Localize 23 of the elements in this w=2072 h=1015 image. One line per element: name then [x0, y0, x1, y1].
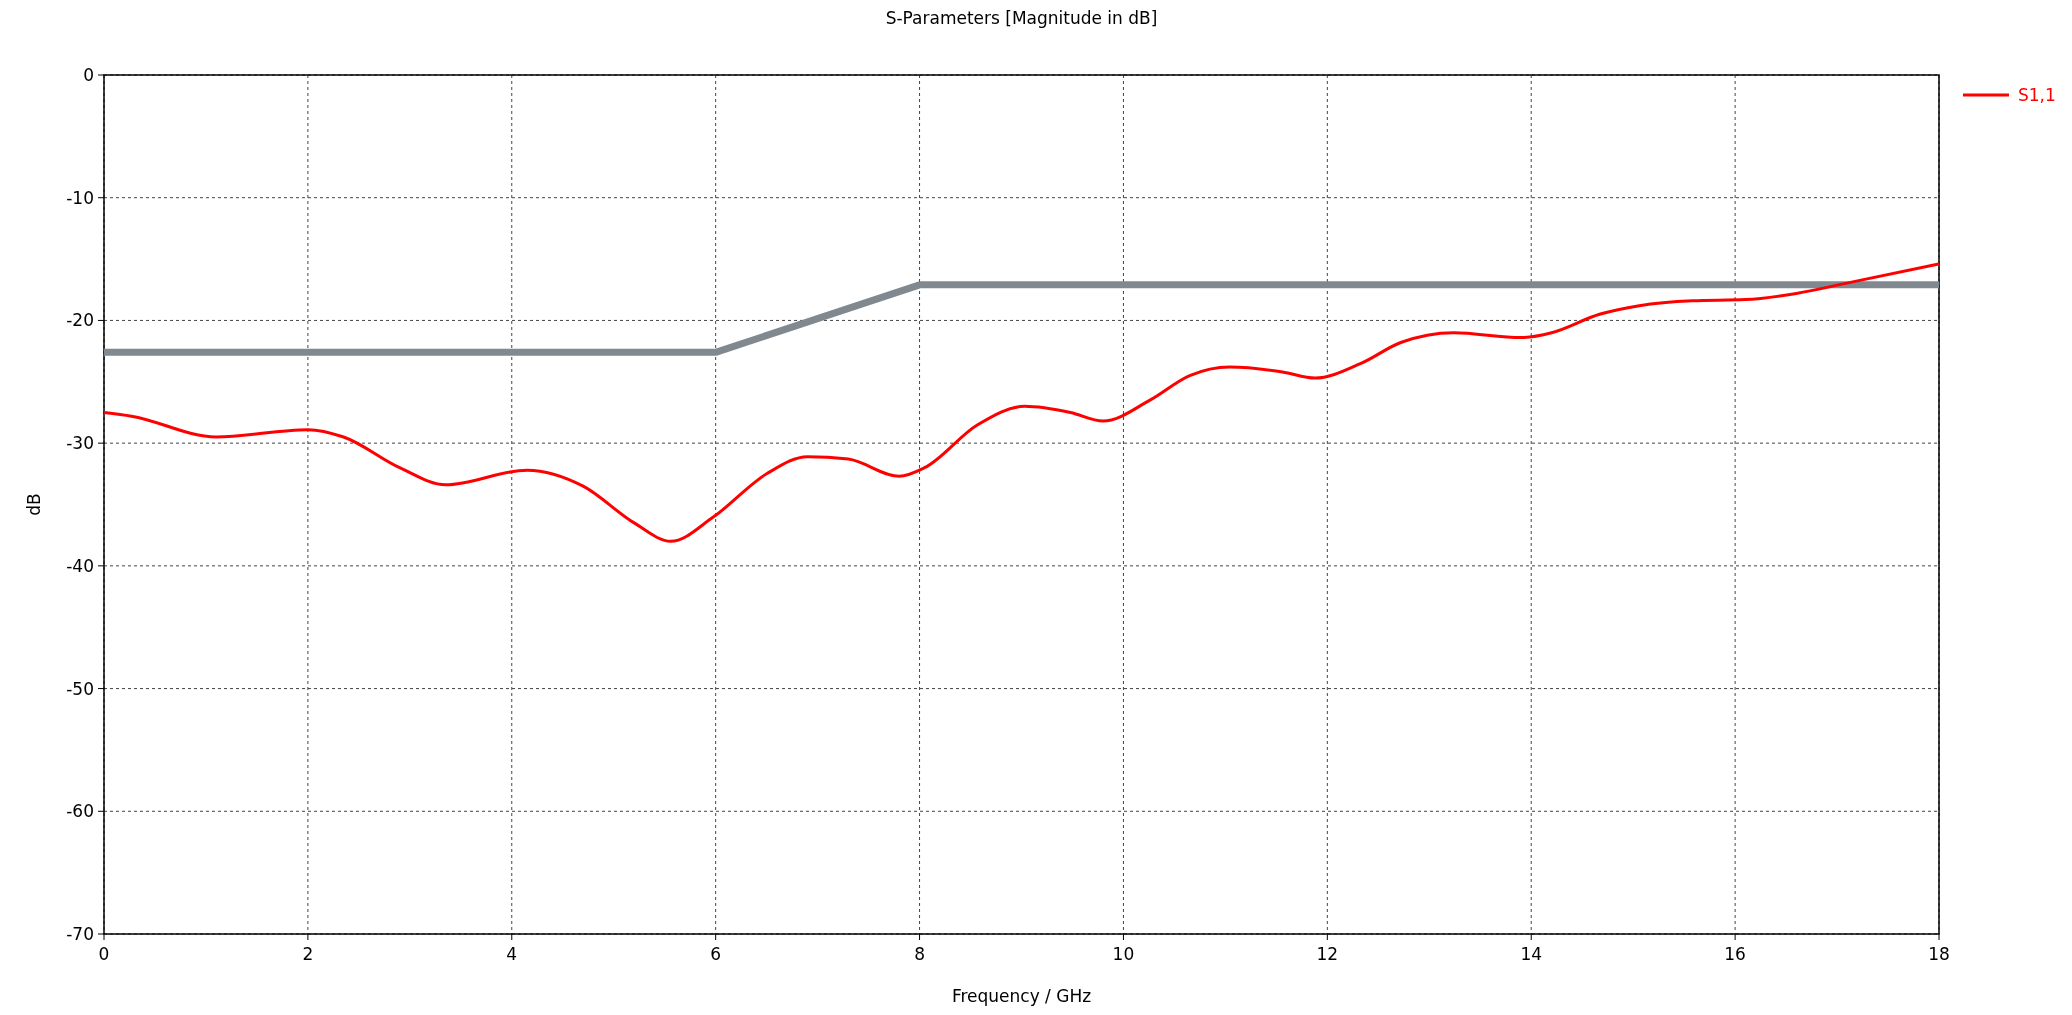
- y-tick-label: -40: [66, 555, 94, 576]
- y-tick-label: 0: [83, 65, 94, 85]
- x-tick-label: 6: [710, 944, 722, 964]
- y-tick-label: -60: [66, 801, 94, 822]
- y-tick-label: -50: [66, 678, 94, 699]
- y-tick-label: -70: [66, 924, 94, 944]
- x-tick-label: 12: [1316, 944, 1339, 964]
- x-tick-label: 16: [1724, 944, 1746, 964]
- x-tick-label: 4: [506, 944, 518, 964]
- x-tick-label: 18: [1928, 944, 1950, 964]
- x-tick-label: 8: [914, 944, 925, 964]
- y-tick-label: -30: [66, 433, 94, 454]
- y-tick-label: -20: [66, 310, 94, 331]
- y-axis-title: dB: [24, 493, 44, 516]
- chart-title: S-Parameters [Magnitude in dB]: [885, 8, 1158, 28]
- line-series: [104, 262, 1939, 543]
- x-tick-label: 0: [98, 944, 110, 964]
- x-tick-label: 10: [1112, 944, 1135, 964]
- x-tick-label: 2: [302, 944, 314, 964]
- legend-label: S1,1: [2018, 85, 2056, 105]
- x-axis-title: Frequency / GHz: [951, 986, 1092, 1006]
- x-tick-label: 14: [1520, 944, 1543, 964]
- y-tick-label: -10: [66, 187, 94, 208]
